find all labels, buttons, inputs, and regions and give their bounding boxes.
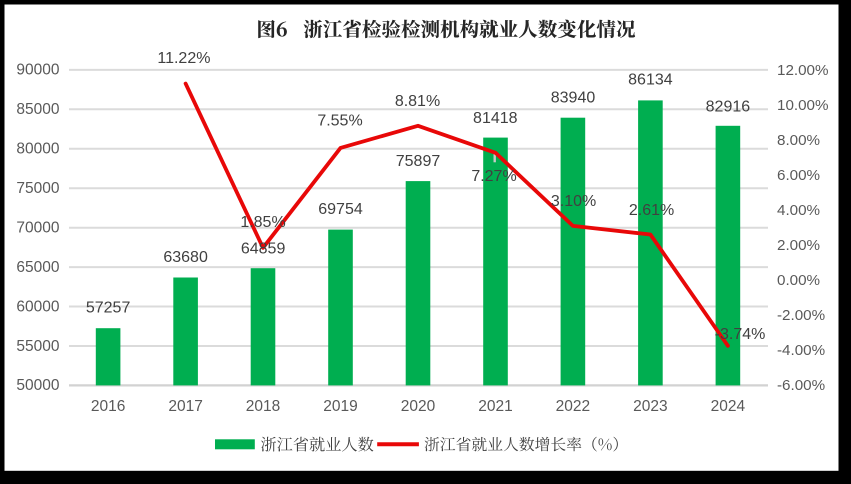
svg-text:85000: 85000 (16, 101, 59, 118)
svg-text:2.61%: 2.61% (629, 202, 674, 219)
svg-text:69754: 69754 (318, 201, 363, 218)
svg-text:86134: 86134 (628, 72, 673, 89)
svg-text:2018: 2018 (246, 398, 280, 415)
svg-text:2024: 2024 (711, 398, 746, 415)
svg-text:-2.00%: -2.00% (777, 307, 825, 324)
svg-text:7.55%: 7.55% (317, 112, 362, 129)
svg-text:-6.00%: -6.00% (777, 377, 825, 394)
svg-text:2020: 2020 (401, 398, 436, 415)
svg-text:83940: 83940 (551, 90, 596, 107)
svg-text:2019: 2019 (323, 398, 357, 415)
svg-text:75897: 75897 (396, 153, 441, 170)
svg-text:8.00%: 8.00% (777, 132, 820, 149)
svg-text:81418: 81418 (473, 110, 518, 127)
svg-text:70000: 70000 (16, 219, 59, 236)
svg-text:64859: 64859 (241, 240, 286, 257)
svg-text:3.10%: 3.10% (551, 193, 596, 210)
svg-text:75000: 75000 (16, 180, 59, 197)
svg-text:55000: 55000 (16, 338, 59, 355)
svg-text:11.22%: 11.22% (157, 50, 210, 67)
svg-text:6.00%: 6.00% (777, 167, 820, 184)
svg-text:12.00%: 12.00% (777, 62, 829, 79)
svg-text:2021: 2021 (478, 398, 512, 415)
svg-text:1.85%: 1.85% (240, 214, 285, 231)
svg-text:60000: 60000 (16, 298, 59, 315)
svg-text:2.00%: 2.00% (777, 237, 820, 254)
svg-text:50000: 50000 (16, 377, 59, 394)
svg-text:10.00%: 10.00% (777, 97, 829, 114)
svg-text:80000: 80000 (16, 141, 59, 158)
svg-text:2022: 2022 (556, 398, 590, 415)
svg-text:63680: 63680 (163, 249, 208, 266)
svg-text:65000: 65000 (16, 259, 59, 276)
svg-text:8.81%: 8.81% (395, 93, 440, 110)
svg-text:-4.00%: -4.00% (777, 342, 825, 359)
svg-text:57257: 57257 (86, 300, 131, 317)
svg-text:4.00%: 4.00% (777, 202, 820, 219)
svg-text:-3.74%: -3.74% (715, 326, 766, 343)
svg-text:2017: 2017 (168, 398, 202, 415)
svg-text:7.27%: 7.27% (471, 168, 516, 185)
svg-text:82916: 82916 (706, 99, 751, 116)
svg-text:0.00%: 0.00% (777, 272, 820, 289)
svg-text:90000: 90000 (16, 62, 59, 79)
svg-text:2023: 2023 (633, 398, 667, 415)
svg-text:2016: 2016 (91, 398, 125, 415)
